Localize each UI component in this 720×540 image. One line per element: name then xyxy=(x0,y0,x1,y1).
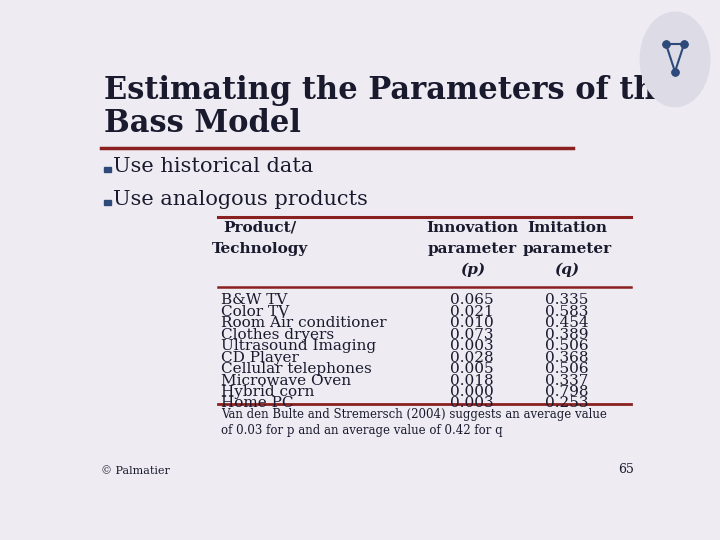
Text: Cellular telephones: Cellular telephones xyxy=(221,362,372,376)
Text: parameter: parameter xyxy=(523,241,612,255)
Text: Color TV: Color TV xyxy=(221,305,289,319)
Text: 0.253: 0.253 xyxy=(545,396,589,410)
Text: Microwave Oven: Microwave Oven xyxy=(221,374,351,388)
Text: 0.506: 0.506 xyxy=(545,339,589,353)
Text: Innovation: Innovation xyxy=(426,221,518,235)
Text: 0.506: 0.506 xyxy=(545,362,589,376)
Text: 0.073: 0.073 xyxy=(451,328,494,342)
Text: B&W TV: B&W TV xyxy=(221,294,287,307)
Text: 0.065: 0.065 xyxy=(451,294,494,307)
Text: Use historical data: Use historical data xyxy=(113,157,313,176)
Text: 0.583: 0.583 xyxy=(546,305,589,319)
Text: Ultrasound Imaging: Ultrasound Imaging xyxy=(221,339,377,353)
Bar xyxy=(104,167,111,172)
Text: 0.798: 0.798 xyxy=(545,385,589,399)
Text: 0.000: 0.000 xyxy=(450,385,494,399)
Text: 0.454: 0.454 xyxy=(545,316,589,330)
Text: (p): (p) xyxy=(459,262,485,276)
Text: 0.010: 0.010 xyxy=(450,316,494,330)
Circle shape xyxy=(640,12,710,106)
Text: 0.028: 0.028 xyxy=(451,350,494,365)
Text: (q): (q) xyxy=(554,262,580,276)
Text: Van den Bulte and Stremersch (2004) suggests an average value: Van den Bulte and Stremersch (2004) sugg… xyxy=(221,408,607,421)
Text: Room Air conditioner: Room Air conditioner xyxy=(221,316,387,330)
Bar xyxy=(104,200,111,205)
Text: 0.003: 0.003 xyxy=(451,396,494,410)
Text: Product/: Product/ xyxy=(224,221,297,235)
Text: 0.389: 0.389 xyxy=(545,328,589,342)
Text: Use analogous products: Use analogous products xyxy=(113,190,368,209)
Text: parameter: parameter xyxy=(428,241,517,255)
Text: CD Player: CD Player xyxy=(221,350,299,365)
Text: © Palmatier: © Palmatier xyxy=(101,465,170,476)
Text: Home PC: Home PC xyxy=(221,396,294,410)
Text: Clothes dryers: Clothes dryers xyxy=(221,328,334,342)
Text: 65: 65 xyxy=(618,463,634,476)
Text: of 0.03 for p and an average value of 0.42 for q: of 0.03 for p and an average value of 0.… xyxy=(221,424,503,437)
Text: 0.018: 0.018 xyxy=(451,374,494,388)
Text: Imitation: Imitation xyxy=(527,221,607,235)
Text: Bass Model: Bass Model xyxy=(104,109,301,139)
Text: 0.003: 0.003 xyxy=(451,339,494,353)
Text: 0.368: 0.368 xyxy=(545,350,589,365)
Text: 0.021: 0.021 xyxy=(450,305,494,319)
Text: Estimating the Parameters of the: Estimating the Parameters of the xyxy=(104,75,675,106)
Text: Technology: Technology xyxy=(212,241,308,255)
Text: Hybrid corn: Hybrid corn xyxy=(221,385,315,399)
Text: 0.005: 0.005 xyxy=(451,362,494,376)
Text: 0.337: 0.337 xyxy=(546,374,589,388)
Text: 0.335: 0.335 xyxy=(546,294,589,307)
